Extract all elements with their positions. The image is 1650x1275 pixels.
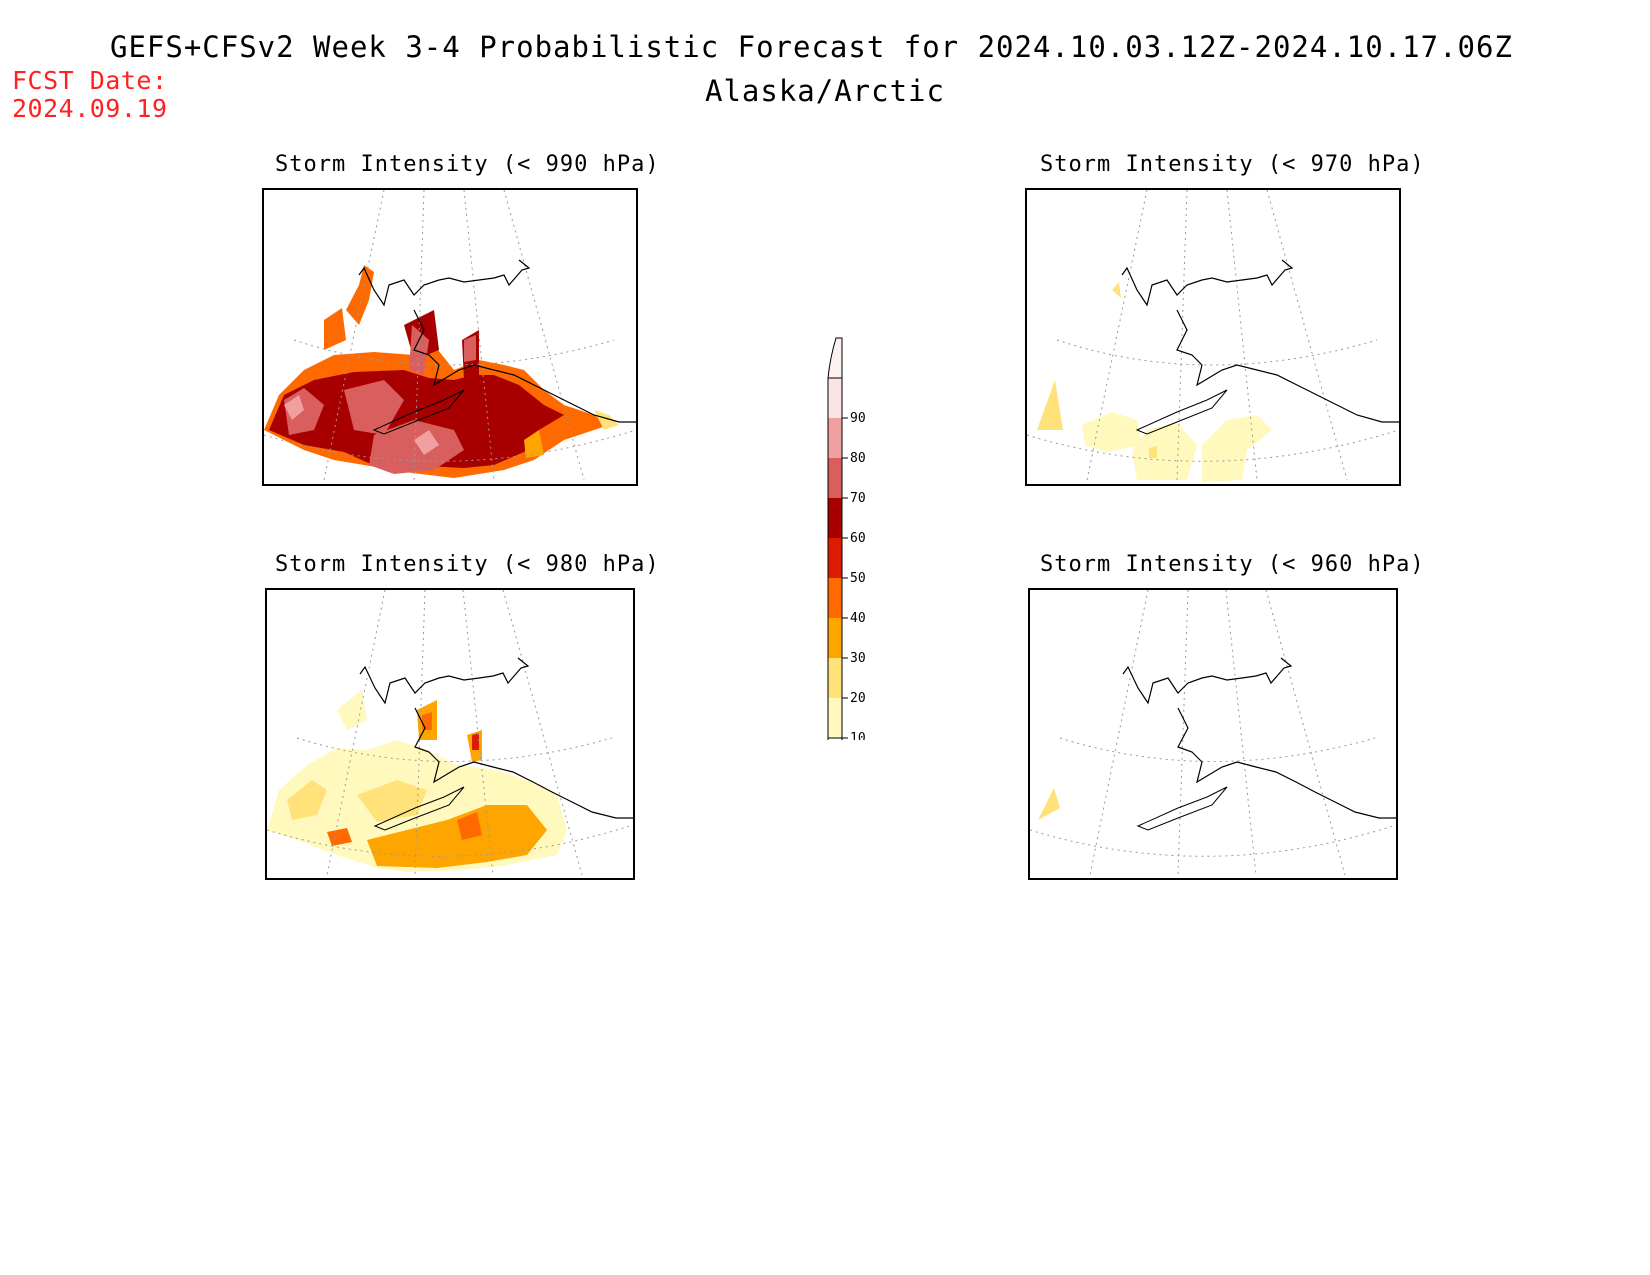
colorbar-label-40: 40 [850,611,866,626]
colorbar-labels: 90 80 70 60 50 40 30 20 10 [850,411,866,740]
alaska-peninsula-980 [373,786,465,831]
figure-title: GEFS+CFSv2 Week 3-4 Probabilistic Foreca… [110,30,1513,64]
probability-shading-980 [267,690,567,872]
fcst-date-value: 2024.09.19 [12,94,168,123]
graticule-990 [264,190,636,481]
panel-title-970: Storm Intensity (< 970 hPa) [1040,152,1425,177]
probability-shading-970 [1037,282,1272,482]
colorbar-label-70: 70 [850,491,866,506]
colorbar-box-90 [828,378,842,418]
panel-title-990: Storm Intensity (< 990 hPa) [275,152,660,177]
forecast-date-block: FCST Date: 2024.09.19 [12,67,168,123]
panel-title-960: Storm Intensity (< 960 hPa) [1040,552,1425,577]
probability-shading-990 [264,265,619,478]
alaska-peninsula-990 [372,389,465,435]
map-panel-960 [1028,588,1398,880]
alaska-peninsula-960 [1136,786,1228,831]
colorbar-box-40 [828,578,842,618]
colorbar: 90 80 70 60 50 40 30 20 10 [827,337,866,740]
colorbar-box-60 [828,498,842,538]
map-990 [264,190,636,481]
probability-shading-960 [1038,788,1060,820]
colorbar-box-80 [828,418,842,458]
colorbar-label-30: 30 [850,651,866,666]
map-960 [1030,590,1396,876]
coastline-980 [359,657,633,819]
graticule-970 [1027,190,1399,481]
region-label: Alaska/Arctic [705,74,945,108]
coastline-990 [358,259,636,423]
graticule-980 [267,590,633,876]
colorbar-label-20: 20 [850,691,866,706]
graticule-960 [1030,590,1396,876]
colorbar-top-tip [827,337,843,379]
colorbar-outline [827,377,843,739]
coastline-960 [1122,657,1396,819]
colorbar-label-90: 90 [850,411,866,426]
colorbar-label-10: 10 [850,731,866,740]
coastline-970 [1121,259,1399,423]
colorbar-label-80: 80 [850,451,866,466]
map-panel-990 [262,188,638,486]
panel-title-980: Storm Intensity (< 980 hPa) [275,552,660,577]
map-980 [267,590,633,876]
colorbar-box-20 [828,658,842,698]
colorbar-box-70 [828,458,842,498]
colorbar-label-50: 50 [850,571,866,586]
colorbar-label-60: 60 [850,531,866,546]
colorbar-box-50 [828,538,842,578]
colorbar-boxes [827,337,848,740]
map-970 [1027,190,1399,482]
alaska-peninsula-970 [1135,389,1228,435]
fcst-date-label: FCST Date: [12,66,168,95]
map-panel-980 [265,588,635,880]
colorbar-box-30 [828,618,842,658]
map-panel-970 [1025,188,1401,486]
colorbar-box-10 [828,698,842,738]
